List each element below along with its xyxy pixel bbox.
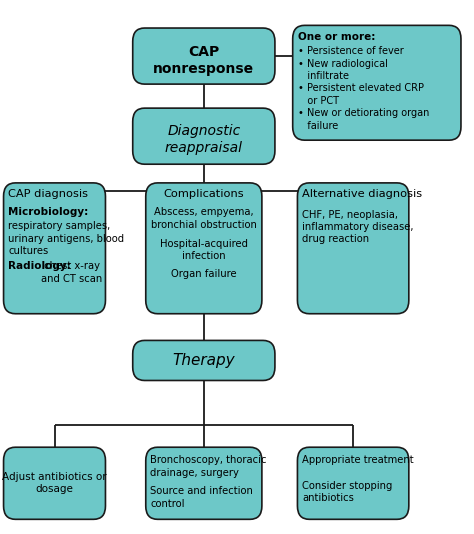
FancyBboxPatch shape: [133, 341, 275, 380]
Text: nonresponse: nonresponse: [153, 62, 255, 76]
Text: One or more:: One or more:: [299, 32, 376, 42]
Text: CAP: CAP: [188, 45, 219, 59]
Text: Consider stopping
antibiotics: Consider stopping antibiotics: [302, 481, 392, 503]
FancyBboxPatch shape: [133, 108, 275, 164]
Text: Organ failure: Organ failure: [171, 270, 237, 279]
Text: Diagnostic: Diagnostic: [167, 124, 240, 138]
Text: Source and infection
control: Source and infection control: [151, 486, 254, 508]
FancyBboxPatch shape: [146, 183, 262, 313]
Text: Adjust antibiotics or dosage: Adjust antibiotics or dosage: [2, 473, 107, 494]
Text: Microbiology:: Microbiology:: [9, 208, 89, 217]
FancyBboxPatch shape: [4, 183, 105, 313]
Text: Hospital-acquired
infection: Hospital-acquired infection: [160, 239, 248, 261]
Text: CAP diagnosis: CAP diagnosis: [9, 190, 88, 199]
FancyBboxPatch shape: [133, 28, 275, 84]
Text: chest x-ray
and CT scan: chest x-ray and CT scan: [41, 262, 102, 284]
Text: reappraisal: reappraisal: [165, 142, 243, 155]
Text: respiratory samples,
urinary antigens, blood
cultures: respiratory samples, urinary antigens, b…: [9, 222, 124, 256]
Text: Alternative diagnosis: Alternative diagnosis: [302, 190, 422, 199]
Text: CHF, PE, neoplasia,
inflammatory disease,
drug reaction: CHF, PE, neoplasia, inflammatory disease…: [302, 210, 414, 245]
FancyBboxPatch shape: [298, 183, 409, 313]
FancyBboxPatch shape: [298, 447, 409, 519]
Text: Bronchoscopy, thoracic
drainage, surgery: Bronchoscopy, thoracic drainage, surgery: [151, 455, 267, 477]
FancyBboxPatch shape: [293, 26, 461, 140]
Text: Complications: Complications: [164, 190, 244, 199]
Text: Therapy: Therapy: [173, 353, 235, 368]
FancyBboxPatch shape: [4, 447, 105, 519]
Text: Radiology:: Radiology:: [9, 262, 71, 271]
Text: • Persistence of fever
• New radiological
   infiltrate
• Persistent elevated CR: • Persistence of fever • New radiologica…: [299, 46, 430, 131]
Text: Appropriate treatment: Appropriate treatment: [302, 455, 414, 465]
Text: Abscess, empyema,
bronchial obstruction: Abscess, empyema, bronchial obstruction: [151, 208, 257, 230]
FancyBboxPatch shape: [146, 447, 262, 519]
